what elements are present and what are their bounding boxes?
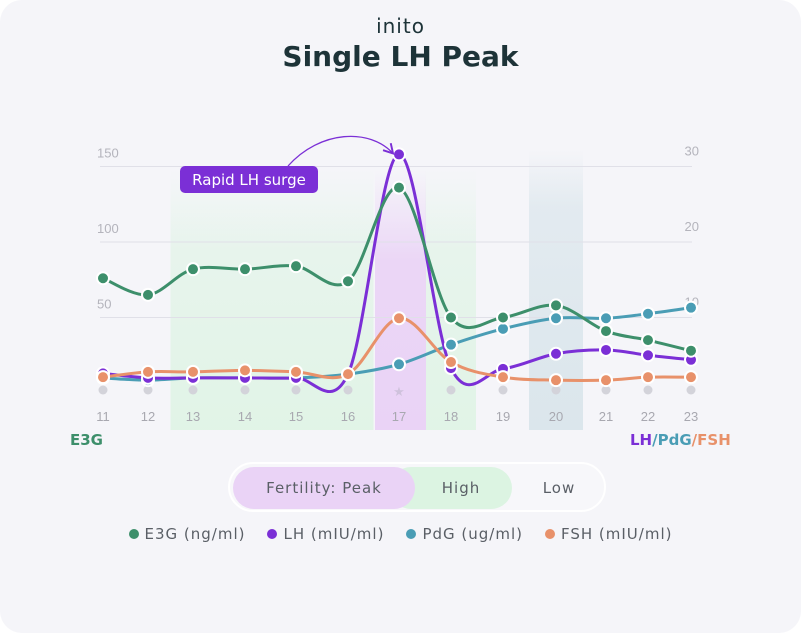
lh-point — [392, 147, 406, 162]
left-tick-label: 150 — [97, 146, 119, 161]
right-axis-label: LH/PdG/FSH — [630, 431, 731, 449]
pdg-point — [641, 306, 655, 321]
right-axis-lh: LH — [630, 431, 653, 449]
x-tick-label: 19 — [496, 409, 510, 424]
fsh-point — [341, 367, 355, 382]
day-marker-dot — [498, 385, 508, 395]
x-tick-label: 11 — [96, 409, 110, 424]
day-marker-dot — [240, 385, 250, 395]
e3g-point — [549, 298, 563, 313]
day-marker-dot — [643, 385, 653, 395]
fsh-point — [392, 311, 406, 326]
legend-pdg: PdG (ug/ml) — [406, 525, 523, 543]
slash: / — [691, 431, 698, 449]
e3g-point — [289, 259, 303, 274]
star-icon: ★ — [393, 385, 405, 400]
annotation-arrow — [287, 135, 395, 167]
e3g-point — [392, 180, 406, 195]
legend-label: LH (mIU/ml) — [283, 525, 385, 543]
fsh-dot-icon — [544, 529, 555, 539]
fsh-point — [238, 363, 252, 378]
x-tick-label: 20 — [549, 409, 563, 424]
left-tick-label: 100 — [97, 221, 119, 236]
right-tick-label: 30 — [685, 144, 699, 159]
fertility-toggle: Fertility: Peak High Low — [228, 462, 606, 512]
pdg-point — [684, 300, 698, 315]
e3g-point — [141, 287, 155, 302]
right-tick-label: 20 — [685, 219, 699, 234]
lh-point — [641, 348, 655, 363]
pdg-point — [444, 337, 458, 352]
e3g-point — [641, 333, 655, 348]
fsh-point — [641, 370, 655, 385]
fsh-point — [496, 370, 510, 385]
fsh-point — [549, 373, 563, 388]
day-marker-dot — [98, 385, 108, 395]
x-tick-label: 22 — [641, 409, 655, 424]
day-marker-dot — [188, 385, 198, 395]
annotation-text: Rapid LH surge — [192, 171, 306, 189]
x-tick-label: 14 — [238, 409, 252, 424]
e3g-point — [238, 262, 252, 277]
e3g-point — [599, 324, 613, 339]
pdg-point — [599, 311, 613, 326]
fsh-point — [96, 370, 110, 385]
right-axis-pdg: PdG — [657, 431, 692, 449]
legend: E3G (ng/ml) LH (mIU/ml) PdG (ug/ml) FSH … — [0, 525, 801, 543]
fsh-point — [186, 364, 200, 379]
pdg-point — [496, 321, 510, 336]
x-tick-label: 15 — [289, 409, 303, 424]
e3g-point — [96, 271, 110, 286]
left-tick-label: 50 — [97, 297, 111, 312]
day-marker-dot — [551, 385, 561, 395]
fsh-point — [289, 364, 303, 379]
fsh-point — [141, 364, 155, 379]
legend-label: E3G (ng/ml) — [144, 525, 246, 543]
lh-dot-icon — [267, 529, 278, 539]
legend-lh: LH (mIU/ml) — [267, 525, 384, 543]
legend-label: FSH (mIU/ml) — [560, 525, 673, 543]
e3g-point — [444, 310, 458, 325]
day-marker-dot — [686, 385, 696, 395]
slash: / — [652, 431, 658, 449]
chart-title: Single LH Peak — [282, 40, 519, 73]
e3g-point — [186, 262, 200, 277]
x-tick-label: 16 — [341, 409, 355, 424]
x-tick-label: 23 — [684, 409, 698, 424]
day-marker-dot — [291, 385, 301, 395]
fsh-point — [684, 370, 698, 385]
x-tick-label: 17 — [392, 409, 406, 424]
x-tick-label: 12 — [141, 409, 155, 424]
annotation-box — [180, 166, 318, 193]
fsh-point — [444, 355, 458, 370]
e3g-dot-icon — [128, 529, 139, 539]
x-tick-label: 21 — [599, 409, 613, 424]
x-tick-label: 13 — [186, 409, 200, 424]
lh-point — [599, 342, 613, 357]
fertility-peak-button[interactable]: Fertility: Peak — [233, 467, 415, 509]
pdg-point — [549, 311, 563, 326]
day-marker-dot — [446, 385, 456, 395]
brand-logo: inito — [376, 14, 425, 38]
pdg-dot-icon — [406, 529, 417, 539]
day-marker-dot — [343, 385, 353, 395]
pdg-point — [392, 357, 406, 372]
legend-e3g: E3G (ng/ml) — [128, 525, 246, 543]
day-marker-dot — [601, 385, 611, 395]
day-marker-dot — [143, 385, 153, 395]
legend-label: PdG (ug/ml) — [422, 525, 523, 543]
e3g-point — [341, 274, 355, 289]
right-axis-fsh: FSH — [697, 431, 731, 449]
fsh-point — [599, 373, 613, 388]
legend-fsh: FSH (mIU/ml) — [544, 525, 673, 543]
x-tick-label: 18 — [444, 409, 458, 424]
e3g-point — [496, 310, 510, 325]
fertility-low-button[interactable]: Low — [542, 479, 576, 497]
lh-point — [549, 346, 563, 361]
left-axis-label: E3G — [70, 431, 103, 449]
e3g-point — [684, 343, 698, 358]
